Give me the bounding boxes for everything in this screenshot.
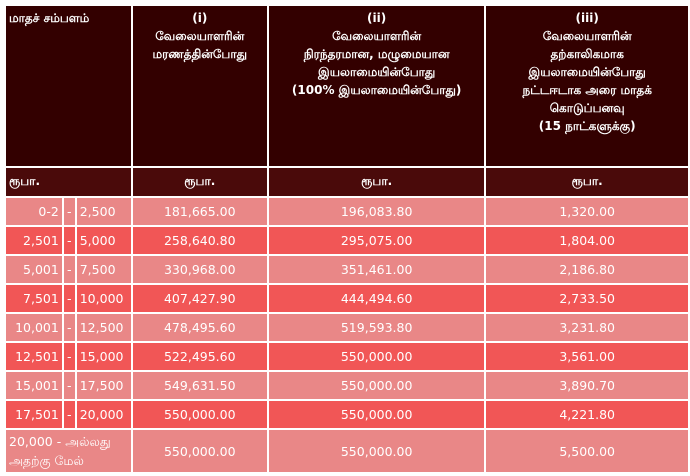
- table-row: 12,501-15,000 522,495.60 550,000.00 3,561.0…: [6, 343, 688, 370]
- death-amount-cell: 330,968.00: [132, 256, 267, 283]
- range-dash-cell: -: [63, 372, 75, 399]
- header-permanent-disability: (ii) வேலையாளரின் நிரந்தரமான, மழுமையான இய…: [268, 6, 485, 166]
- temporary-amount-cell: 3,561.00: [486, 343, 688, 370]
- range-dash-cell: -: [63, 343, 75, 370]
- table-row: 10,001-12,500 478,495.60 519,593.80 3,231.8…: [6, 314, 688, 341]
- permanent-amount-cell: 550,000.00: [268, 430, 485, 472]
- header-death-num: (i): [192, 11, 208, 25]
- death-amount-cell: 181,665.00: [132, 198, 267, 225]
- temporary-amount-cell: 1,320.00: [486, 198, 688, 225]
- death-amount-cell: 522,495.60: [132, 343, 267, 370]
- death-amount-cell: 550,000.00: [132, 430, 267, 472]
- permanent-amount-cell: 550,000.00: [268, 343, 485, 370]
- death-amount-cell: 549,631.50: [132, 372, 267, 399]
- salary-to-cell: 2,500: [76, 198, 131, 225]
- header-temporary-disability: (iii) வேலையாளரின் தற்காலிகமாக இயலாமையின்…: [486, 6, 688, 166]
- table-row: 5,001-7,500 330,968.00 351,461.00 2,186.80: [6, 256, 688, 283]
- temporary-amount-cell: 2,186.80: [486, 256, 688, 283]
- header-temporary-line4: நட்டஈடாக அரை மாதக்: [522, 83, 652, 97]
- salary-to-cell: 15,000: [76, 343, 131, 370]
- table-row: 7,501-10,000 407,427.90 444,494.60 2,733.50: [6, 285, 688, 312]
- salary-from-cell: 2,501: [6, 227, 62, 254]
- table-row-last: 20,000 - அல்லது அதற்கு மேல் 550,000.00 5…: [6, 430, 688, 472]
- header-temporary-line6: (15 நாட்களுக்கு): [538, 119, 636, 133]
- header-permanent-num: (ii): [367, 11, 387, 25]
- table-row: 2,501-5,000 258,640.80 295,075.00 1,804.00: [6, 227, 688, 254]
- permanent-amount-cell: 196,083.80: [268, 198, 485, 225]
- header-row: மாதச் சம்பளம் (i) வேலையாளரின் மரணத்தின்ப…: [6, 6, 688, 166]
- salary-from-cell: 10,001: [6, 314, 62, 341]
- permanent-amount-cell: 444,494.60: [268, 285, 485, 312]
- header-temporary-line5: கொடுப்பனவு: [549, 101, 625, 115]
- header-death-line1: வேலையாளரின்: [155, 29, 245, 43]
- permanent-amount-cell: 295,075.00: [268, 227, 485, 254]
- header-temporary-num: (iii): [575, 11, 599, 25]
- salary-from-cell: 7,501: [6, 285, 62, 312]
- header-permanent-line4: (100% இயலாமையின்போது): [291, 83, 462, 97]
- table-row: 0-2-2,500 181,665.00 196,083.80 1,320.00: [6, 198, 688, 225]
- salary-range-line2: அதற்கு மேல்: [9, 453, 84, 468]
- range-dash-cell: -: [63, 227, 75, 254]
- temporary-amount-cell: 3,231.80: [486, 314, 688, 341]
- salary-to-cell: 12,500: [76, 314, 131, 341]
- temporary-amount-cell: 4,221.80: [486, 401, 688, 428]
- temporary-amount-cell: 5,500.00: [486, 430, 688, 472]
- death-amount-cell: 478,495.60: [132, 314, 267, 341]
- death-amount-cell: 258,640.80: [132, 227, 267, 254]
- temporary-amount-cell: 1,804.00: [486, 227, 688, 254]
- salary-to-cell: 5,000: [76, 227, 131, 254]
- header-temporary-line1: வேலையாளரின்: [542, 29, 632, 43]
- permanent-amount-cell: 550,000.00: [268, 401, 485, 428]
- unit-cell: ரூபா.: [486, 168, 688, 196]
- range-dash-cell: -: [63, 285, 75, 312]
- unit-cell: ரூபா.: [268, 168, 485, 196]
- range-dash-cell: -: [63, 314, 75, 341]
- table-body: 0-2-2,500 181,665.00 196,083.80 1,320.00 2,5…: [6, 198, 688, 428]
- temporary-amount-cell: 2,733.50: [486, 285, 688, 312]
- header-temporary-line2: தற்காலிகமாக: [550, 47, 624, 61]
- range-dash-cell: -: [63, 256, 75, 283]
- header-monthly-salary: மாதச் சம்பளம்: [6, 6, 131, 166]
- header-permanent-line2: நிரந்தரமான, மழுமையான: [303, 47, 450, 61]
- permanent-amount-cell: 550,000.00: [268, 372, 485, 399]
- table-row: 15,001-17,500 549,631.50 550,000.00 3,890.7…: [6, 372, 688, 399]
- unit-cell: ரூபா.: [6, 168, 131, 196]
- header-monthly-salary-label: மாதச் சம்பளம்: [9, 11, 90, 25]
- salary-range-line1: 20,000 - அல்லது: [9, 434, 111, 449]
- death-amount-cell: 407,427.90: [132, 285, 267, 312]
- salary-from-cell: 17,501: [6, 401, 62, 428]
- range-dash-cell: -: [63, 401, 75, 428]
- header-permanent-line1: வேலையாளரின்: [332, 29, 422, 43]
- salary-from-cell: 12,501: [6, 343, 62, 370]
- header-death: (i) வேலையாளரின் மரணத்தின்போது: [132, 6, 267, 166]
- salary-from-cell: 0-2: [6, 198, 62, 225]
- death-amount-cell: 550,000.00: [132, 401, 267, 428]
- salary-to-cell: 7,500: [76, 256, 131, 283]
- salary-to-cell: 10,000: [76, 285, 131, 312]
- unit-cell: ரூபா.: [132, 168, 267, 196]
- unit-row: ரூபா. ரூபா. ரூபா. ரூபா.: [6, 168, 688, 196]
- range-dash-cell: -: [63, 198, 75, 225]
- header-death-line2: மரணத்தின்போது: [152, 47, 248, 61]
- header-permanent-line3: இயலாமையின்போது: [318, 65, 436, 79]
- salary-from-cell: 15,001: [6, 372, 62, 399]
- salary-to-cell: 17,500: [76, 372, 131, 399]
- permanent-amount-cell: 351,461.00: [268, 256, 485, 283]
- compensation-table: மாதச் சம்பளம் (i) வேலையாளரின் மரணத்தின்ப…: [4, 4, 690, 474]
- temporary-amount-cell: 3,890.70: [486, 372, 688, 399]
- salary-range-cell: 20,000 - அல்லது அதற்கு மேல்: [6, 430, 131, 472]
- salary-to-cell: 20,000: [76, 401, 131, 428]
- header-temporary-line3: இயலாமையின்போது: [528, 65, 646, 79]
- salary-from-cell: 5,001: [6, 256, 62, 283]
- table-row: 17,501-20,000 550,000.00 550,000.00 4,221.8…: [6, 401, 688, 428]
- permanent-amount-cell: 519,593.80: [268, 314, 485, 341]
